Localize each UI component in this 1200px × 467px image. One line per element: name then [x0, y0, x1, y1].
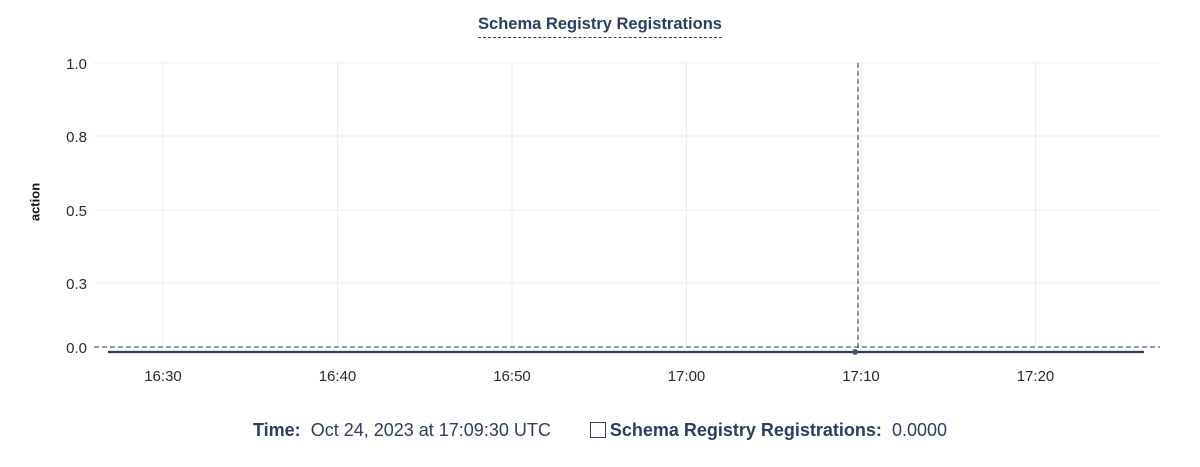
svg-text:0.8: 0.8: [66, 129, 87, 146]
svg-text:16:30: 16:30: [144, 368, 182, 385]
svg-text:1.0: 1.0: [66, 56, 87, 73]
svg-text:16:40: 16:40: [319, 368, 357, 385]
svg-text:0.3: 0.3: [66, 276, 87, 293]
svg-text:0.5: 0.5: [66, 203, 87, 220]
svg-text:16:50: 16:50: [493, 368, 531, 385]
svg-text:0.0: 0.0: [66, 340, 87, 357]
svg-text:17:00: 17:00: [668, 368, 706, 385]
svg-text:17:20: 17:20: [1017, 368, 1055, 385]
svg-text:17:10: 17:10: [842, 368, 880, 385]
